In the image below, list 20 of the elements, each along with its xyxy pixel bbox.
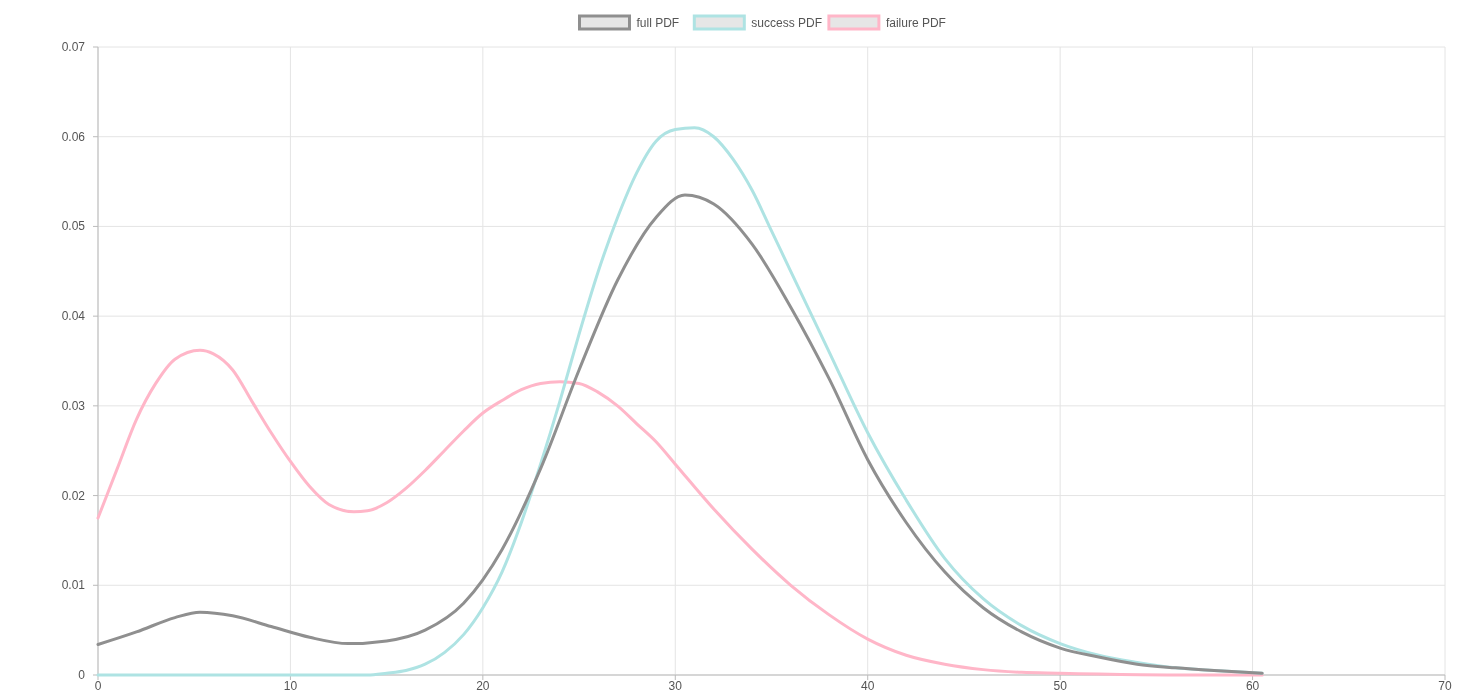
line-series: [96, 348, 1264, 677]
x-tick-label: 30: [668, 679, 683, 692]
legend-label: failure PDF: [885, 16, 946, 30]
y-tick-label: 0.06: [61, 129, 86, 144]
y-tick-label: 0.05: [61, 219, 86, 234]
y-tick-label: 0: [78, 668, 86, 682]
y-tick-label: 0.01: [61, 578, 86, 593]
x-tick-label: 0: [94, 679, 102, 692]
y-tick-label: 0.07: [61, 40, 86, 54]
y-tick-label: 0.03: [61, 398, 86, 413]
x-tick-label: 50: [1053, 679, 1068, 692]
legend-label: success PDF: [751, 16, 822, 30]
y-tick-label: 0.02: [61, 488, 86, 503]
x-tick-label: 70: [1438, 679, 1452, 692]
x-tick-label: 40: [861, 679, 875, 692]
x-tick-label: 10: [283, 679, 298, 692]
y-tick-label: 0.04: [61, 309, 86, 324]
x-tick-label: 60: [1245, 679, 1260, 692]
x-tick-label: 20: [476, 679, 490, 692]
legend-label: full PDF: [636, 16, 680, 30]
